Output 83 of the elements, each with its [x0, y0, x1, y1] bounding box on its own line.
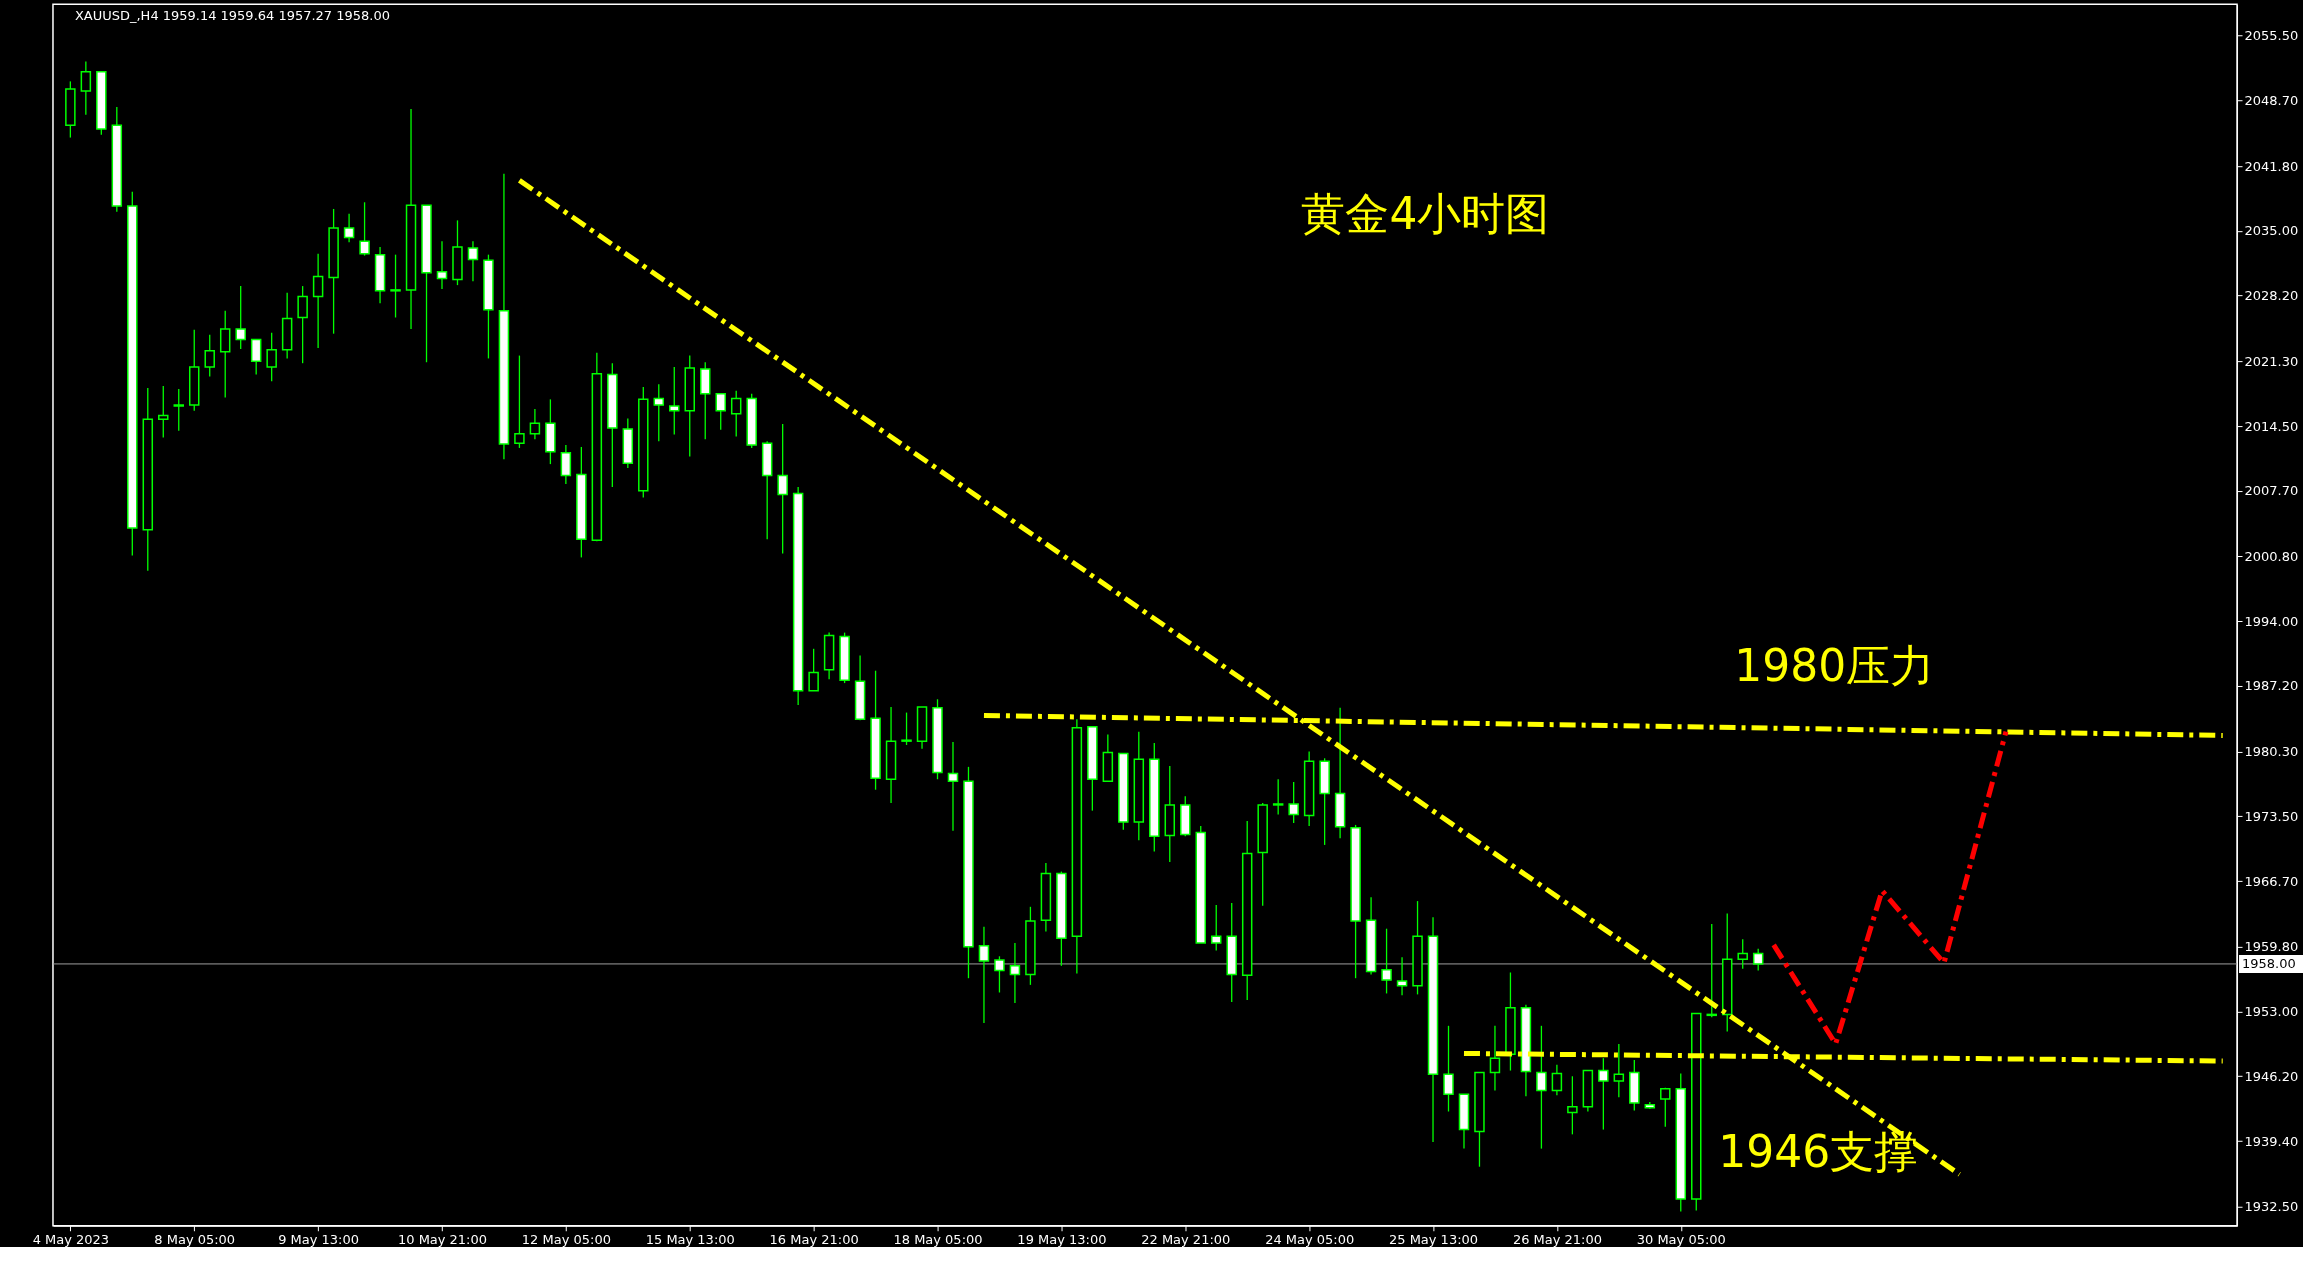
x-tick-label: 15 May 13:00 [645, 1232, 735, 1248]
x-tick-label: 18 May 05:00 [893, 1232, 983, 1248]
candlestick [297, 285, 308, 364]
candlestick [359, 201, 370, 257]
candlestick [80, 60, 92, 116]
x-tick-label: 30 May 05:00 [1636, 1232, 1726, 1248]
y-tick-label: 1973.50 [2244, 808, 2299, 824]
candlestick [1396, 956, 1408, 996]
candlestick [235, 285, 246, 350]
candlestick [529, 408, 541, 440]
candlestick [467, 240, 479, 282]
y-tick-label: 1959.80 [2244, 939, 2299, 955]
annotation: 1980压力 [1734, 639, 1935, 691]
y-tick-label: 2041.80 [2244, 158, 2299, 174]
y-tick-label: 2021.30 [2244, 353, 2299, 369]
candlestick [1551, 1064, 1563, 1096]
y-tick-label: 1987.20 [2244, 678, 2299, 694]
candlestick [1598, 1057, 1609, 1131]
candlestick [901, 711, 912, 746]
candlestick [312, 253, 324, 349]
y-tick-label: 2048.70 [2244, 92, 2299, 108]
candlestick [436, 240, 448, 290]
candlestick [390, 254, 401, 319]
annotation: 1946支撑 [1718, 1125, 1919, 1177]
candlestick [219, 310, 231, 399]
x-tick-label: 26 May 21:00 [1512, 1232, 1602, 1248]
candlestick [514, 354, 525, 449]
y-tick-label: 2028.20 [2244, 288, 2299, 304]
x-tick-label: 16 May 21:00 [769, 1232, 859, 1248]
candlestick [777, 423, 788, 555]
x-tick-label: 10 May 21:00 [397, 1232, 488, 1248]
y-tick-label: 1932.50 [2244, 1199, 2299, 1215]
candlestick [560, 444, 572, 485]
candlestick [1288, 781, 1299, 824]
x-tick-label: 25 May 13:00 [1389, 1232, 1479, 1248]
candlestick [730, 390, 742, 438]
candlestick [204, 333, 215, 378]
candlestick [669, 366, 680, 436]
candlestick [158, 385, 169, 439]
candlestick [1210, 904, 1222, 952]
candlestick [1443, 1025, 1454, 1113]
candlestick [173, 388, 184, 432]
y-tick-label: 2035.00 [2244, 223, 2299, 239]
annotation: XAUUSD_,H4 1959.14 1959.64 1957.27 1958.00 [74, 8, 390, 24]
candlestick [266, 332, 277, 382]
candlestick [1706, 923, 1717, 1018]
x-tick-label: 22 May 21:00 [1141, 1232, 1231, 1248]
y-tick-label: 1946.20 [2244, 1068, 2299, 1084]
ref-line-label: 1958.00 [2242, 955, 2296, 971]
x-tick-label: 4 May 2023 [32, 1232, 110, 1248]
y-tick-label: 1966.70 [2244, 873, 2299, 889]
y-tick-label: 2014.50 [2244, 418, 2299, 434]
y-tick-label: 1939.40 [2244, 1133, 2299, 1149]
y-tick-label: 1994.00 [2244, 613, 2299, 629]
y-tick-label: 2000.80 [2244, 548, 2299, 564]
candlestick [715, 392, 726, 431]
candlestick [1660, 1087, 1671, 1128]
x-tick-label: 12 May 05:00 [521, 1232, 611, 1248]
candlestick [1272, 778, 1284, 816]
candlestick [343, 213, 355, 243]
x-tick-label: 9 May 13:00 [278, 1232, 360, 1248]
candlestick [978, 926, 990, 1024]
text: 黄金4小时图 [1301, 188, 1550, 240]
candlestick [947, 741, 959, 832]
candlestick [994, 955, 1005, 994]
candlestick [1381, 928, 1392, 995]
x-tick-label: 19 May 13:00 [1017, 1232, 1107, 1248]
y-tick-label: 2055.50 [2244, 28, 2299, 44]
y-tick-label: 2007.70 [2244, 483, 2299, 499]
candlestick [1613, 1043, 1625, 1098]
candlestick [653, 383, 665, 442]
y-tick-label: 1980.30 [2244, 744, 2299, 760]
candlestick [1752, 948, 1764, 972]
candlestick [808, 648, 819, 692]
candlestick [1536, 1025, 1547, 1150]
x-tick-label: 24 May 05:00 [1265, 1232, 1355, 1248]
candlestick [250, 338, 262, 376]
candlestick [1009, 942, 1021, 1004]
x-tick-label: 8 May 05:00 [154, 1232, 236, 1248]
candlestick [1567, 1075, 1578, 1135]
candlestick [1737, 938, 1748, 970]
y-tick-label: 1953.00 [2244, 1004, 2299, 1020]
candlestick [1489, 1025, 1501, 1092]
